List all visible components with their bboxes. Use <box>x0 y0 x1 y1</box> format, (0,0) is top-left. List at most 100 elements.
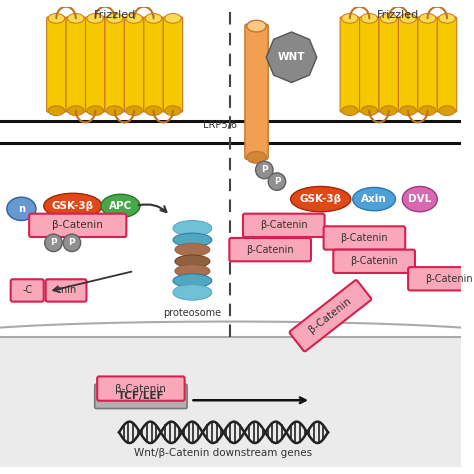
Ellipse shape <box>145 106 162 116</box>
Text: β-Catenin: β-Catenin <box>350 256 398 266</box>
FancyBboxPatch shape <box>229 238 311 261</box>
FancyBboxPatch shape <box>290 280 371 351</box>
Ellipse shape <box>400 106 416 116</box>
Ellipse shape <box>247 20 266 32</box>
FancyBboxPatch shape <box>97 376 185 401</box>
FancyBboxPatch shape <box>105 17 124 112</box>
Text: enin: enin <box>55 285 77 295</box>
Ellipse shape <box>361 106 377 116</box>
Ellipse shape <box>381 106 397 116</box>
Circle shape <box>63 234 81 252</box>
Text: β-Catenin: β-Catenin <box>52 220 103 230</box>
Text: GSK-3β: GSK-3β <box>52 201 94 211</box>
Ellipse shape <box>342 13 358 23</box>
Ellipse shape <box>419 13 436 23</box>
FancyBboxPatch shape <box>95 384 187 409</box>
Ellipse shape <box>419 106 436 116</box>
FancyBboxPatch shape <box>144 17 163 112</box>
FancyBboxPatch shape <box>438 17 457 112</box>
Ellipse shape <box>106 106 123 116</box>
Circle shape <box>268 173 286 191</box>
Ellipse shape <box>48 106 64 116</box>
Ellipse shape <box>175 243 210 256</box>
FancyBboxPatch shape <box>245 24 268 159</box>
Ellipse shape <box>173 233 212 247</box>
Ellipse shape <box>175 255 210 268</box>
Ellipse shape <box>173 220 212 236</box>
FancyBboxPatch shape <box>324 226 405 250</box>
Text: β-Catenin: β-Catenin <box>116 383 166 393</box>
Ellipse shape <box>87 13 103 23</box>
Text: Axin: Axin <box>361 194 387 204</box>
Ellipse shape <box>67 13 84 23</box>
Ellipse shape <box>48 13 64 23</box>
Text: TCF/LEF: TCF/LEF <box>118 392 164 401</box>
Ellipse shape <box>126 106 142 116</box>
Ellipse shape <box>101 194 140 218</box>
Text: β-Catenin: β-Catenin <box>307 296 354 335</box>
FancyBboxPatch shape <box>360 17 379 112</box>
FancyBboxPatch shape <box>11 279 44 301</box>
Bar <box>0 337 461 467</box>
Text: LRP5/6: LRP5/6 <box>203 120 237 130</box>
Ellipse shape <box>145 13 162 23</box>
FancyBboxPatch shape <box>399 17 418 112</box>
Ellipse shape <box>175 264 210 277</box>
Ellipse shape <box>173 274 212 288</box>
FancyBboxPatch shape <box>46 17 66 112</box>
Text: β-Catenin: β-Catenin <box>246 245 294 255</box>
Ellipse shape <box>402 186 438 212</box>
Ellipse shape <box>44 193 102 219</box>
FancyBboxPatch shape <box>163 17 182 112</box>
Text: Frizzled: Frizzled <box>93 9 136 19</box>
Polygon shape <box>266 32 317 82</box>
Ellipse shape <box>7 197 36 220</box>
Text: Frizzled: Frizzled <box>377 9 419 19</box>
Text: proteosome: proteosome <box>164 308 221 318</box>
Ellipse shape <box>164 13 181 23</box>
Text: β-Catenin: β-Catenin <box>341 233 388 243</box>
Text: WNT: WNT <box>278 52 305 62</box>
Ellipse shape <box>247 152 266 163</box>
Circle shape <box>45 234 62 252</box>
Text: P: P <box>69 238 75 247</box>
Text: APC: APC <box>109 201 132 211</box>
Bar <box>0 7 461 337</box>
Ellipse shape <box>361 13 377 23</box>
FancyBboxPatch shape <box>333 250 415 273</box>
FancyBboxPatch shape <box>29 214 127 237</box>
Ellipse shape <box>439 106 455 116</box>
Text: Wnt/β-Catenin downstream genes: Wnt/β-Catenin downstream genes <box>135 448 312 458</box>
Ellipse shape <box>164 106 181 116</box>
Ellipse shape <box>291 186 351 212</box>
FancyBboxPatch shape <box>408 267 474 291</box>
FancyBboxPatch shape <box>46 279 86 301</box>
Text: P: P <box>261 165 268 174</box>
FancyBboxPatch shape <box>418 17 438 112</box>
FancyBboxPatch shape <box>66 17 85 112</box>
Ellipse shape <box>400 13 416 23</box>
Text: DVL: DVL <box>408 194 431 204</box>
Ellipse shape <box>67 106 84 116</box>
Text: n: n <box>18 204 25 214</box>
Circle shape <box>255 161 273 179</box>
Text: P: P <box>273 177 280 186</box>
Text: β-Catenin: β-Catenin <box>425 274 473 284</box>
Text: -C: -C <box>22 285 32 295</box>
Ellipse shape <box>381 13 397 23</box>
FancyBboxPatch shape <box>243 214 325 237</box>
Ellipse shape <box>87 106 103 116</box>
Ellipse shape <box>126 13 142 23</box>
Text: GSK-3β: GSK-3β <box>300 194 342 204</box>
FancyBboxPatch shape <box>379 17 399 112</box>
Ellipse shape <box>439 13 455 23</box>
Ellipse shape <box>106 13 123 23</box>
FancyBboxPatch shape <box>340 17 360 112</box>
Ellipse shape <box>353 187 395 211</box>
Ellipse shape <box>342 106 358 116</box>
FancyBboxPatch shape <box>124 17 144 112</box>
Text: P: P <box>50 238 57 247</box>
Ellipse shape <box>173 284 212 300</box>
Text: β-Catenin: β-Catenin <box>260 220 308 230</box>
FancyBboxPatch shape <box>85 17 105 112</box>
